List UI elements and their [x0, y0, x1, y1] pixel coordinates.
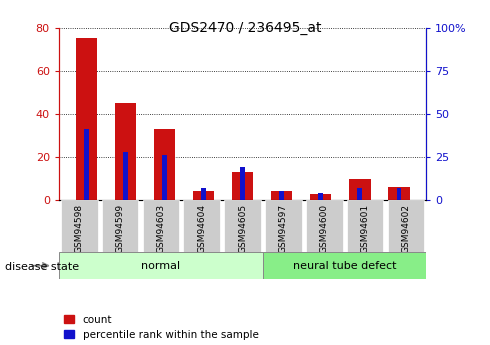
Text: GSM94599: GSM94599: [116, 204, 124, 253]
Bar: [388, 187, 410, 200]
FancyBboxPatch shape: [59, 252, 263, 279]
Text: disease state: disease state: [5, 263, 79, 272]
Text: GSM94604: GSM94604: [197, 204, 206, 253]
FancyBboxPatch shape: [346, 200, 384, 252]
Bar: [84, 129, 89, 200]
Text: normal: normal: [141, 261, 180, 270]
FancyBboxPatch shape: [263, 252, 426, 279]
FancyBboxPatch shape: [102, 200, 138, 252]
Text: GDS2470 / 236495_at: GDS2470 / 236495_at: [169, 21, 321, 35]
FancyBboxPatch shape: [265, 200, 302, 252]
FancyBboxPatch shape: [143, 200, 179, 252]
Bar: [396, 188, 401, 200]
Text: GSM94605: GSM94605: [238, 204, 247, 253]
FancyBboxPatch shape: [183, 200, 220, 252]
Bar: [279, 191, 284, 200]
Bar: [201, 188, 206, 200]
Text: GSM94601: GSM94601: [361, 204, 369, 253]
FancyBboxPatch shape: [224, 200, 261, 252]
Bar: [349, 179, 370, 200]
FancyBboxPatch shape: [388, 200, 424, 252]
Bar: [75, 38, 97, 200]
Bar: [310, 194, 331, 200]
Text: GSM94600: GSM94600: [319, 204, 329, 253]
Bar: [232, 172, 253, 200]
Bar: [162, 155, 167, 200]
Bar: [154, 129, 175, 200]
Bar: [193, 191, 214, 200]
Text: GSM94603: GSM94603: [156, 204, 166, 253]
Bar: [115, 103, 136, 200]
Text: GSM94602: GSM94602: [401, 204, 411, 253]
Legend: count, percentile rank within the sample: count, percentile rank within the sample: [64, 315, 259, 340]
FancyBboxPatch shape: [61, 200, 98, 252]
Bar: [357, 188, 362, 200]
Text: GSM94598: GSM94598: [74, 204, 84, 253]
Bar: [271, 191, 293, 200]
Bar: [240, 167, 245, 200]
Text: GSM94597: GSM94597: [279, 204, 288, 253]
Bar: [318, 193, 323, 200]
FancyBboxPatch shape: [306, 200, 343, 252]
Text: neural tube defect: neural tube defect: [293, 261, 396, 270]
Bar: [123, 152, 128, 200]
